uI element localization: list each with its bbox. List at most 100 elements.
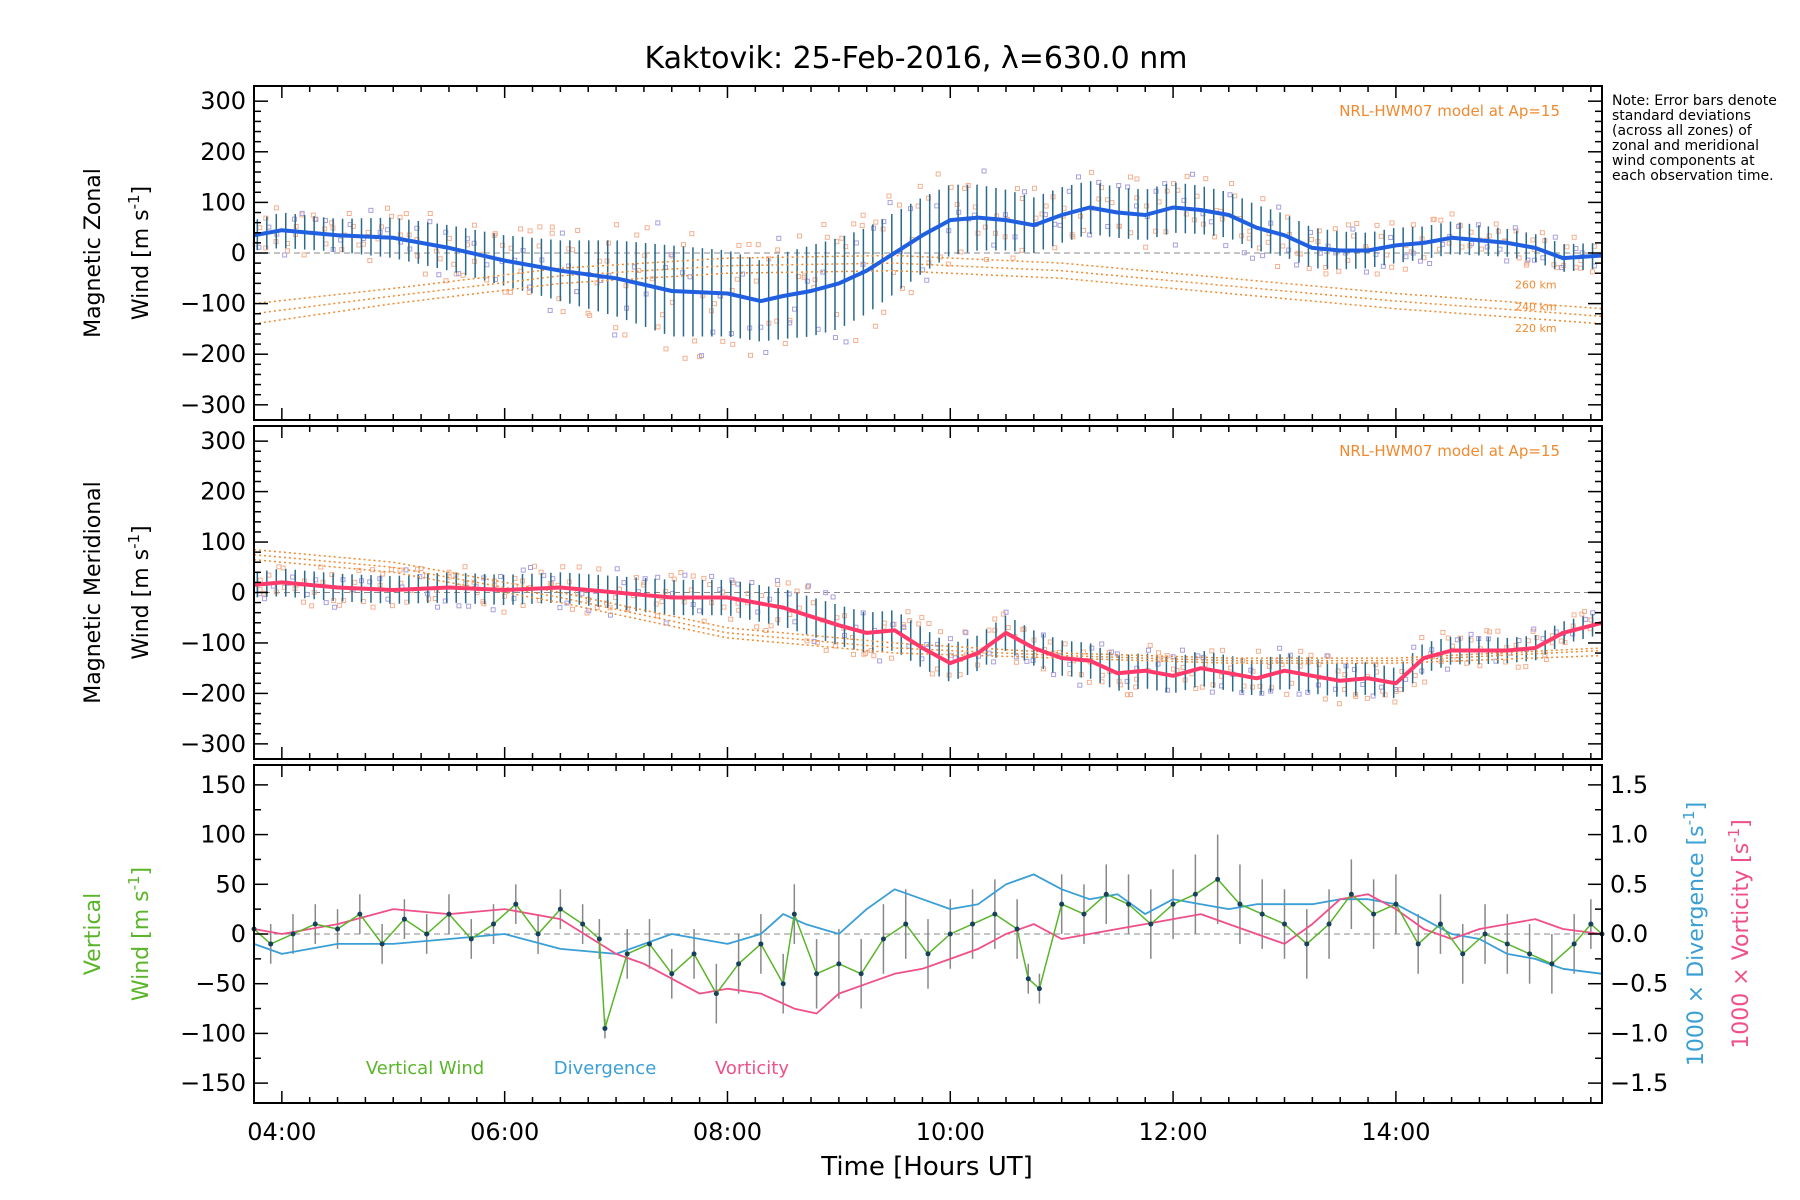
- zone-wind-point: [276, 564, 282, 570]
- zone-wind-point: [1013, 654, 1019, 660]
- zone-wind-point: [1081, 227, 1087, 233]
- zone-wind-point: [1249, 255, 1255, 261]
- zone-wind-point: [963, 630, 969, 636]
- zone-wind-point: [614, 566, 620, 572]
- zone-wind-point: [1422, 679, 1428, 685]
- zone-wind-point: [806, 583, 812, 589]
- vertical-wind-point: [814, 971, 820, 977]
- zone-wind-point: [1582, 608, 1588, 614]
- zone-wind-point: [1052, 245, 1058, 251]
- divergence-line: [253, 873, 1603, 975]
- zone-wind-point: [1374, 222, 1380, 228]
- vertical-wind-point: [1192, 891, 1198, 897]
- zone-wind-point: [1487, 629, 1493, 635]
- zone-wind-point: [663, 589, 669, 595]
- zone-wind-point: [1219, 216, 1225, 222]
- y-tick-label: 200: [200, 478, 246, 506]
- zone-wind-point: [917, 183, 923, 189]
- zone-wind-point: [1297, 663, 1303, 669]
- zone-wind-point: [403, 211, 409, 217]
- zone-wind-point: [926, 260, 932, 266]
- vertical-wind-point: [1259, 911, 1265, 917]
- zone-wind-point: [749, 579, 755, 585]
- zone-wind-point: [1558, 638, 1564, 644]
- zone-wind-point: [655, 220, 661, 226]
- vertical-wind-point: [580, 921, 586, 927]
- zone-wind-point: [860, 212, 866, 218]
- zone-wind-point: [830, 594, 836, 600]
- zone-wind-point: [460, 272, 466, 278]
- zone-wind-point: [1087, 232, 1093, 238]
- zone-wind-point: [954, 201, 960, 207]
- zone-wind-point: [1440, 629, 1446, 635]
- zone-wind-point: [380, 571, 386, 577]
- y-tick-label: 150: [200, 771, 246, 799]
- zone-wind-point: [1332, 226, 1338, 232]
- zone-wind-point: [1241, 250, 1247, 256]
- zone-wind-point: [1246, 235, 1252, 241]
- vertical-wind-point: [446, 911, 452, 917]
- zone-wind-point: [655, 613, 661, 619]
- y-tick-label: 100: [200, 821, 246, 849]
- zone-wind-point: [768, 623, 774, 629]
- zone-wind-point: [1495, 628, 1501, 634]
- zone-wind-point: [1399, 669, 1405, 675]
- vertical-wind-point: [1081, 911, 1087, 917]
- zone-wind-point: [680, 270, 686, 276]
- zone-wind-point: [871, 653, 877, 659]
- zone-wind-point: [992, 616, 998, 622]
- zone-wind-point: [721, 604, 727, 610]
- zone-wind-point: [389, 213, 395, 219]
- zone-wind-point: [832, 335, 838, 341]
- zone-wind-point: [785, 580, 791, 586]
- zone-wind-point: [938, 629, 944, 635]
- y-tick-label: 0: [231, 239, 246, 267]
- y-tick-label: 300: [200, 87, 246, 115]
- vertical-wind-point: [1588, 921, 1594, 927]
- zone-wind-point: [560, 309, 566, 315]
- zone-wind-point: [427, 219, 433, 225]
- zone-wind-point: [1479, 246, 1485, 252]
- zone-wind-point: [1589, 269, 1595, 275]
- zone-wind-point: [1209, 648, 1215, 654]
- zone-wind-point: [982, 224, 988, 230]
- zone-wind-point: [797, 233, 803, 239]
- zone-wind-point: [502, 593, 508, 599]
- zone-wind-point: [622, 332, 628, 338]
- y2-tick-label: −1.5: [1610, 1069, 1668, 1097]
- zone-wind-point: [418, 566, 424, 572]
- zone-wind-point: [991, 242, 997, 248]
- zone-wind-point: [1322, 696, 1328, 702]
- zone-wind-point: [536, 243, 542, 249]
- vertical-wind-point: [1415, 941, 1421, 947]
- x-tick-label: 12:00: [1139, 1118, 1208, 1146]
- zone-wind-point: [899, 285, 905, 291]
- zone-wind-point: [1269, 685, 1275, 691]
- zone-wind-point: [805, 584, 811, 590]
- zone-wind-point: [1165, 687, 1171, 693]
- zone-wind-point: [1051, 672, 1057, 678]
- zone-wind-point: [368, 207, 374, 213]
- zone-wind-point: [1411, 644, 1417, 650]
- zone-wind-point: [1043, 203, 1049, 209]
- vertical-wind-panel: 150 100 50 0 −50 −100 −150 1.5 1.0 0.5 0.0 −0.5 −1.0…: [81, 764, 1754, 1104]
- legend-label: Divergence: [554, 1058, 657, 1079]
- zone-wind-point: [1419, 635, 1425, 641]
- x-tick-label: 08:00: [693, 1118, 762, 1146]
- zone-wind-point: [881, 309, 887, 315]
- zone-wind-point: [1284, 691, 1290, 697]
- zone-wind-point: [257, 577, 263, 583]
- zone-wind-point: [924, 277, 930, 283]
- vertical-wind-point: [624, 951, 630, 957]
- zone-wind-point: [1099, 641, 1105, 647]
- zone-wind-point: [1127, 692, 1133, 698]
- zone-wind-point: [854, 240, 860, 246]
- zone-wind-point: [433, 248, 439, 254]
- zone-wind-point: [370, 604, 376, 610]
- zone-wind-point: [507, 289, 513, 295]
- zone-wind-point: [291, 216, 297, 222]
- zone-wind-point: [437, 256, 443, 262]
- zone-wind-point: [1388, 234, 1394, 240]
- zone-wind-point: [659, 599, 665, 605]
- zone-wind-point: [1403, 254, 1409, 260]
